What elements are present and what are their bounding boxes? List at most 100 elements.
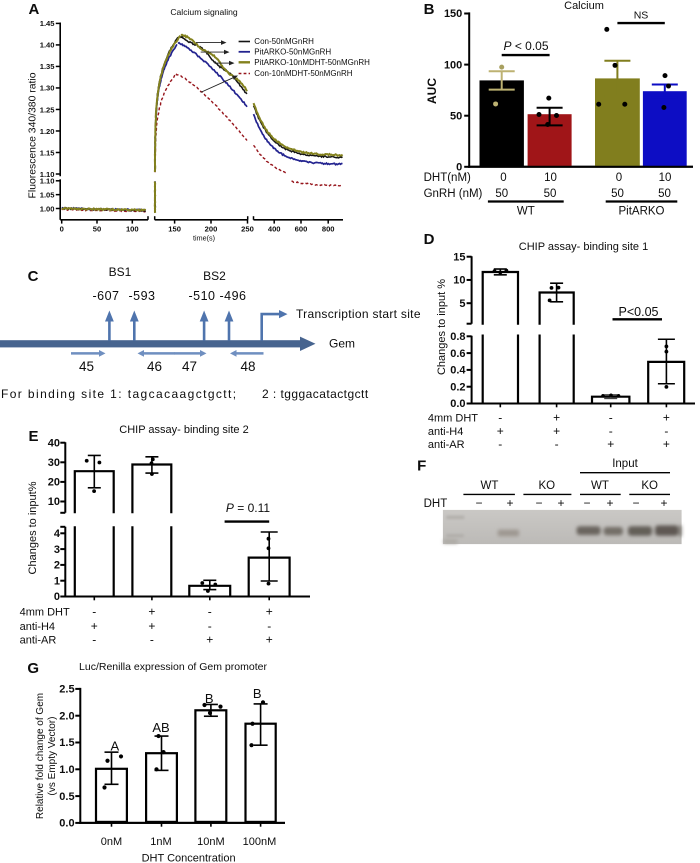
- svg-text:+: +: [557, 496, 564, 510]
- svg-text:NS: NS: [634, 10, 649, 22]
- svg-text:(vs Empty Vector): (vs Empty Vector): [47, 717, 58, 796]
- svg-text:+: +: [148, 619, 155, 633]
- svg-text:10: 10: [48, 496, 60, 508]
- svg-text:Con-10nMDHT-50nMGnRH: Con-10nMDHT-50nMGnRH: [254, 69, 352, 78]
- svg-text:KO: KO: [538, 480, 555, 492]
- svg-text:46: 46: [147, 359, 162, 374]
- svg-text:10nM: 10nM: [197, 836, 225, 848]
- svg-text:-: -: [267, 619, 271, 633]
- svg-text:WT: WT: [591, 480, 609, 492]
- svg-text:50: 50: [658, 188, 671, 200]
- svg-text:0.5: 0.5: [59, 791, 74, 803]
- svg-text:800: 800: [322, 225, 335, 234]
- svg-text:C: C: [28, 268, 39, 285]
- svg-text:50: 50: [495, 188, 508, 200]
- svg-text:F: F: [417, 458, 426, 475]
- svg-text:+: +: [663, 437, 670, 451]
- svg-text:0: 0: [54, 591, 60, 603]
- svg-text:E: E: [29, 428, 39, 445]
- svg-text:DHT(nM): DHT(nM): [424, 172, 471, 184]
- svg-text:150: 150: [444, 8, 462, 20]
- svg-text:-: -: [664, 424, 668, 438]
- svg-text:0.6: 0.6: [450, 348, 465, 360]
- svg-text:4mm DHT: 4mm DHT: [428, 413, 478, 425]
- svg-text:-: -: [92, 605, 96, 619]
- svg-text:100: 100: [126, 225, 139, 234]
- svg-text:15: 15: [453, 251, 465, 263]
- svg-text:100: 100: [444, 59, 462, 71]
- svg-text:0.0: 0.0: [450, 398, 465, 410]
- svg-text:400: 400: [268, 225, 281, 234]
- svg-text:+: +: [607, 437, 614, 451]
- svg-text:For binding site 1: tagcacaagc: For binding site 1: tagcacaagctgctt;: [1, 387, 238, 401]
- svg-text:B: B: [205, 691, 214, 706]
- svg-text:1nM: 1nM: [150, 836, 171, 848]
- svg-text:-510: -510: [188, 289, 215, 303]
- svg-text:10: 10: [453, 275, 465, 287]
- svg-text:A: A: [110, 739, 119, 754]
- svg-text:−: −: [583, 496, 590, 510]
- svg-text:45: 45: [79, 359, 94, 374]
- svg-text:Relative fold change of Gem: Relative fold change of Gem: [35, 693, 46, 819]
- svg-text:PitARKO-10nMDHT-50nMGnRH: PitARKO-10nMDHT-50nMGnRH: [254, 58, 370, 67]
- svg-text:1.45: 1.45: [40, 19, 56, 28]
- svg-text:0: 0: [500, 172, 506, 184]
- svg-text:P < 0.05: P < 0.05: [503, 39, 548, 53]
- svg-text:Gem: Gem: [329, 337, 355, 351]
- svg-text:600: 600: [295, 225, 308, 234]
- svg-text:KO: KO: [641, 480, 658, 492]
- svg-text:D: D: [424, 231, 435, 248]
- svg-text:100nM: 100nM: [243, 836, 277, 848]
- svg-text:−: −: [535, 496, 542, 510]
- svg-text:10: 10: [544, 172, 557, 184]
- svg-text:10: 10: [659, 172, 672, 184]
- svg-text:20: 20: [48, 477, 60, 489]
- svg-text:250: 250: [241, 225, 254, 234]
- svg-text:PitARKO-50nMGnRH: PitARKO-50nMGnRH: [254, 47, 331, 56]
- svg-text:-496: -496: [219, 289, 246, 303]
- svg-text:50: 50: [611, 188, 624, 200]
- svg-text:+: +: [553, 411, 560, 425]
- svg-text:Fluorescence 340/380 ratio: Fluorescence 340/380 ratio: [28, 72, 39, 198]
- svg-text:+: +: [148, 605, 155, 619]
- svg-text:0.4: 0.4: [450, 365, 466, 377]
- svg-text:0.8: 0.8: [450, 331, 465, 343]
- svg-text:B: B: [253, 686, 262, 701]
- svg-text:50: 50: [93, 225, 101, 234]
- svg-text:-: -: [609, 411, 613, 425]
- svg-text:Luc/Renilla expression of Gem: Luc/Renilla expression of Gem promoter: [79, 661, 267, 673]
- svg-text:−: −: [475, 496, 482, 510]
- svg-text:30: 30: [48, 457, 60, 469]
- svg-text:A: A: [29, 1, 40, 18]
- svg-text:BS1: BS1: [109, 265, 132, 279]
- svg-text:+: +: [206, 633, 213, 647]
- svg-text:1.15: 1.15: [40, 148, 56, 157]
- svg-text:AUC: AUC: [425, 78, 439, 104]
- svg-text:1.35: 1.35: [40, 62, 56, 71]
- svg-text:5: 5: [459, 298, 465, 310]
- svg-text:anti-AR: anti-AR: [428, 439, 465, 451]
- svg-text:+: +: [506, 496, 513, 510]
- svg-text:Input: Input: [612, 458, 638, 470]
- svg-text:0: 0: [616, 172, 622, 184]
- svg-text:47: 47: [182, 359, 197, 374]
- svg-text:40: 40: [48, 437, 60, 449]
- svg-text:DHT Concentration: DHT Concentration: [142, 853, 236, 863]
- svg-text:-: -: [609, 424, 613, 438]
- svg-text:Con-50nMGnRH: Con-50nMGnRH: [254, 37, 314, 46]
- svg-text:4: 4: [54, 528, 61, 540]
- svg-text:P = 0.11: P = 0.11: [226, 501, 270, 515]
- svg-text:0nM: 0nM: [101, 836, 122, 848]
- svg-text:-: -: [150, 633, 154, 647]
- svg-text:-: -: [498, 437, 502, 451]
- svg-text:BS2: BS2: [203, 269, 226, 283]
- svg-text:+: +: [663, 411, 670, 425]
- svg-text:0.2: 0.2: [450, 381, 465, 393]
- svg-text:4mm DHT: 4mm DHT: [20, 607, 70, 619]
- svg-text:CHIP assay- binding site 1: CHIP assay- binding site 1: [519, 241, 648, 253]
- svg-text:2 : tgggacatactgctt: 2 : tgggacatactgctt: [262, 387, 369, 401]
- svg-text:Transcription start site: Transcription start site: [296, 307, 421, 321]
- svg-text:+: +: [660, 496, 667, 510]
- svg-text:Changes to input%: Changes to input%: [27, 481, 39, 574]
- svg-text:DHT: DHT: [424, 498, 448, 510]
